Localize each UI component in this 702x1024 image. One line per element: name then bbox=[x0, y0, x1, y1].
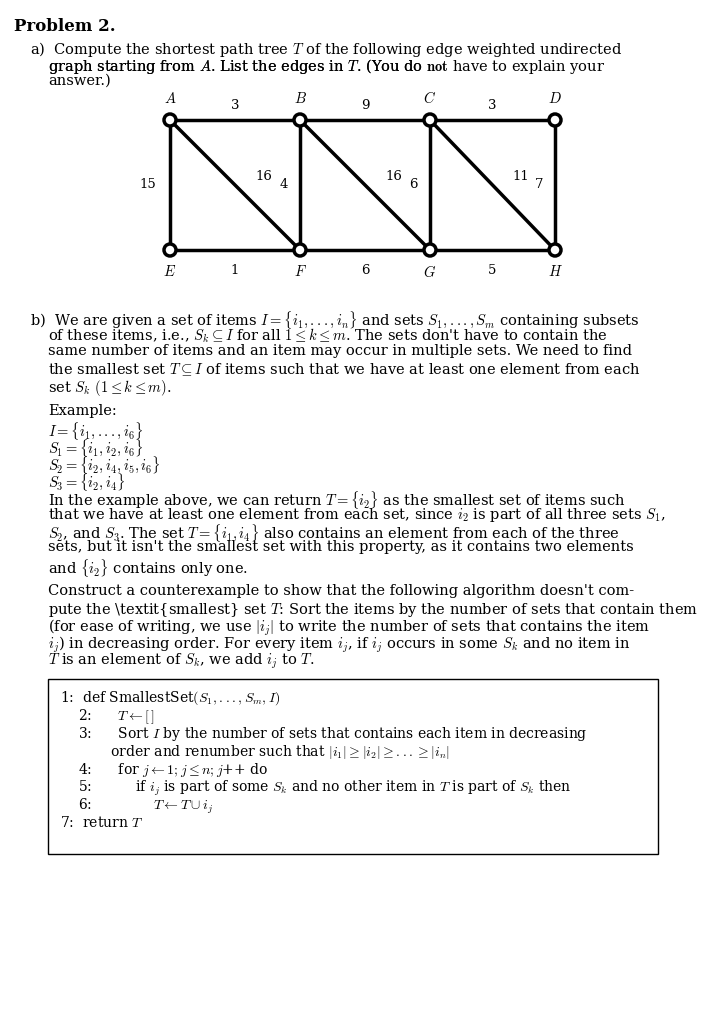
Text: that we have at least one element from each set, since $i_2$ is part of all thre: that we have at least one element from e… bbox=[48, 506, 665, 524]
Text: of these items, i.e., $S_k \subseteq I$ for all $1 \leq k \leq m$. The sets don': of these items, i.e., $S_k \subseteq I$ … bbox=[48, 327, 607, 345]
Text: $\mathit{C}$: $\mathit{C}$ bbox=[423, 90, 437, 106]
Text: Example:: Example: bbox=[48, 404, 117, 418]
Text: 6: 6 bbox=[361, 264, 369, 278]
Text: 4:      for $j \leftarrow 1; j \leq n; j$++ do: 4: for $j \leftarrow 1; j \leq n; j$++ d… bbox=[78, 761, 268, 779]
Text: 6:              $T \leftarrow T \cup i_j$: 6: $T \leftarrow T \cup i_j$ bbox=[78, 797, 213, 816]
Text: $\mathit{E}$: $\mathit{E}$ bbox=[164, 264, 177, 279]
Text: graph starting from $A$. List the edges in $T$. (You do: graph starting from $A$. List the edges … bbox=[48, 57, 424, 76]
Text: 16: 16 bbox=[385, 171, 402, 183]
Text: $\mathit{A}$: $\mathit{A}$ bbox=[164, 91, 176, 106]
Text: 7: 7 bbox=[534, 178, 543, 191]
Text: 5: 5 bbox=[489, 264, 497, 278]
Text: $I = \{i_1,...,i_6\}$: $I = \{i_1,...,i_6\}$ bbox=[48, 421, 143, 442]
Text: pute the \textit{smallest} set $T$: Sort the items by the number of sets that co: pute the \textit{smallest} set $T$: Sort… bbox=[48, 601, 698, 618]
Text: $\mathit{G}$: $\mathit{G}$ bbox=[423, 264, 437, 280]
Text: 9: 9 bbox=[361, 99, 369, 112]
Text: $S_2 = \{i_2, i_4, i_5, i_6\}$: $S_2 = \{i_2, i_4, i_5, i_6\}$ bbox=[48, 455, 161, 476]
Circle shape bbox=[549, 114, 561, 126]
Text: $S_1 = \{i_1, i_2, i_6\}$: $S_1 = \{i_1, i_2, i_6\}$ bbox=[48, 438, 143, 459]
Text: Problem 2.: Problem 2. bbox=[14, 18, 116, 35]
Text: answer.): answer.) bbox=[48, 74, 111, 88]
Text: set $S_k$ $(1 \leq k \leq m)$.: set $S_k$ $(1 \leq k \leq m)$. bbox=[48, 378, 172, 398]
Circle shape bbox=[294, 244, 306, 256]
Text: 3: 3 bbox=[231, 99, 239, 112]
Text: and $\{i_2\}$ contains only one.: and $\{i_2\}$ contains only one. bbox=[48, 557, 248, 579]
Text: 4: 4 bbox=[279, 178, 288, 191]
Text: 1: 1 bbox=[231, 264, 239, 278]
Text: $i_j$) in decreasing order. For every item $i_j$, if $i_j$ occurs in some $S_k$ : $i_j$) in decreasing order. For every it… bbox=[48, 635, 630, 655]
Text: $\mathit{F}$: $\mathit{F}$ bbox=[293, 264, 307, 279]
Circle shape bbox=[549, 244, 561, 256]
Text: a)  Compute the shortest path tree $T$ of the following edge weighted undirected: a) Compute the shortest path tree $T$ of… bbox=[30, 40, 622, 59]
Text: 3:      Sort $I$ by the number of sets that contains each item in decreasing: 3: Sort $I$ by the number of sets that c… bbox=[78, 725, 588, 743]
Text: $S_2$, and $S_3$. The set $T = \{i_1, i_4\}$ also contains an element from each : $S_2$, and $S_3$. The set $T = \{i_1, i_… bbox=[48, 523, 620, 544]
Bar bbox=[48, 679, 658, 854]
Text: same number of items and an item may occur in multiple sets. We need to find: same number of items and an item may occ… bbox=[48, 344, 632, 358]
Circle shape bbox=[164, 114, 176, 126]
Text: 3: 3 bbox=[489, 99, 497, 112]
Text: $S_3 = \{i_2, i_4\}$: $S_3 = \{i_2, i_4\}$ bbox=[48, 472, 126, 494]
Circle shape bbox=[164, 244, 176, 256]
Circle shape bbox=[424, 114, 436, 126]
Text: Construct a counterexample to show that the following algorithm doesn't com-: Construct a counterexample to show that … bbox=[48, 584, 634, 598]
Circle shape bbox=[424, 244, 436, 256]
Text: sets, but it isn't the smallest set with this property, as it contains two eleme: sets, but it isn't the smallest set with… bbox=[48, 540, 634, 554]
Text: 7:  return $T$: 7: return $T$ bbox=[60, 815, 143, 830]
Text: $T$ is an element of $S_k$, we add $i_j$ to $T$.: $T$ is an element of $S_k$, we add $i_j$… bbox=[48, 652, 314, 672]
Text: $\mathit{D}$: $\mathit{D}$ bbox=[548, 91, 562, 106]
Text: 16: 16 bbox=[255, 171, 272, 183]
Text: 2:      $T \leftarrow [\,]$: 2: $T \leftarrow [\,]$ bbox=[78, 707, 155, 726]
Text: b)  We are given a set of items $I = \{i_1,...,i_n\}$ and sets $S_1,...,S_m$ con: b) We are given a set of items $I = \{i_… bbox=[30, 310, 640, 331]
Text: graph starting from $A$. List the edges in $T$. (You do $\mathbf{not}$ have to e: graph starting from $A$. List the edges … bbox=[48, 57, 605, 76]
Text: 6: 6 bbox=[409, 178, 418, 191]
Text: In the example above, we can return $T = \{i_2\}$ as the smallest set of items s: In the example above, we can return $T =… bbox=[48, 489, 625, 511]
Text: (for ease of writing, we use $|i_j|$ to write the number of sets that contains t: (for ease of writing, we use $|i_j|$ to … bbox=[48, 618, 650, 638]
Text: 11: 11 bbox=[512, 171, 529, 183]
Text: $\mathit{B}$: $\mathit{B}$ bbox=[293, 91, 307, 106]
Text: the smallest set $T \subseteq I$ of items such that we have at least one element: the smallest set $T \subseteq I$ of item… bbox=[48, 361, 640, 378]
Text: $\mathit{H}$: $\mathit{H}$ bbox=[548, 264, 562, 279]
Text: order and renumber such that $|i_1| \geq |i_2| \geq ... \geq |i_n|$: order and renumber such that $|i_1| \geq… bbox=[93, 743, 450, 761]
Text: 5:          if $i_j$ is part of some $S_k$ and no other item in $T$ is part of $: 5: if $i_j$ is part of some $S_k$ and no… bbox=[78, 779, 571, 799]
Text: 1:  def SmallestSet$(S_1,...,S_m, I)$: 1: def SmallestSet$(S_1,...,S_m, I)$ bbox=[60, 689, 280, 707]
Circle shape bbox=[294, 114, 306, 126]
Text: 15: 15 bbox=[139, 178, 156, 191]
